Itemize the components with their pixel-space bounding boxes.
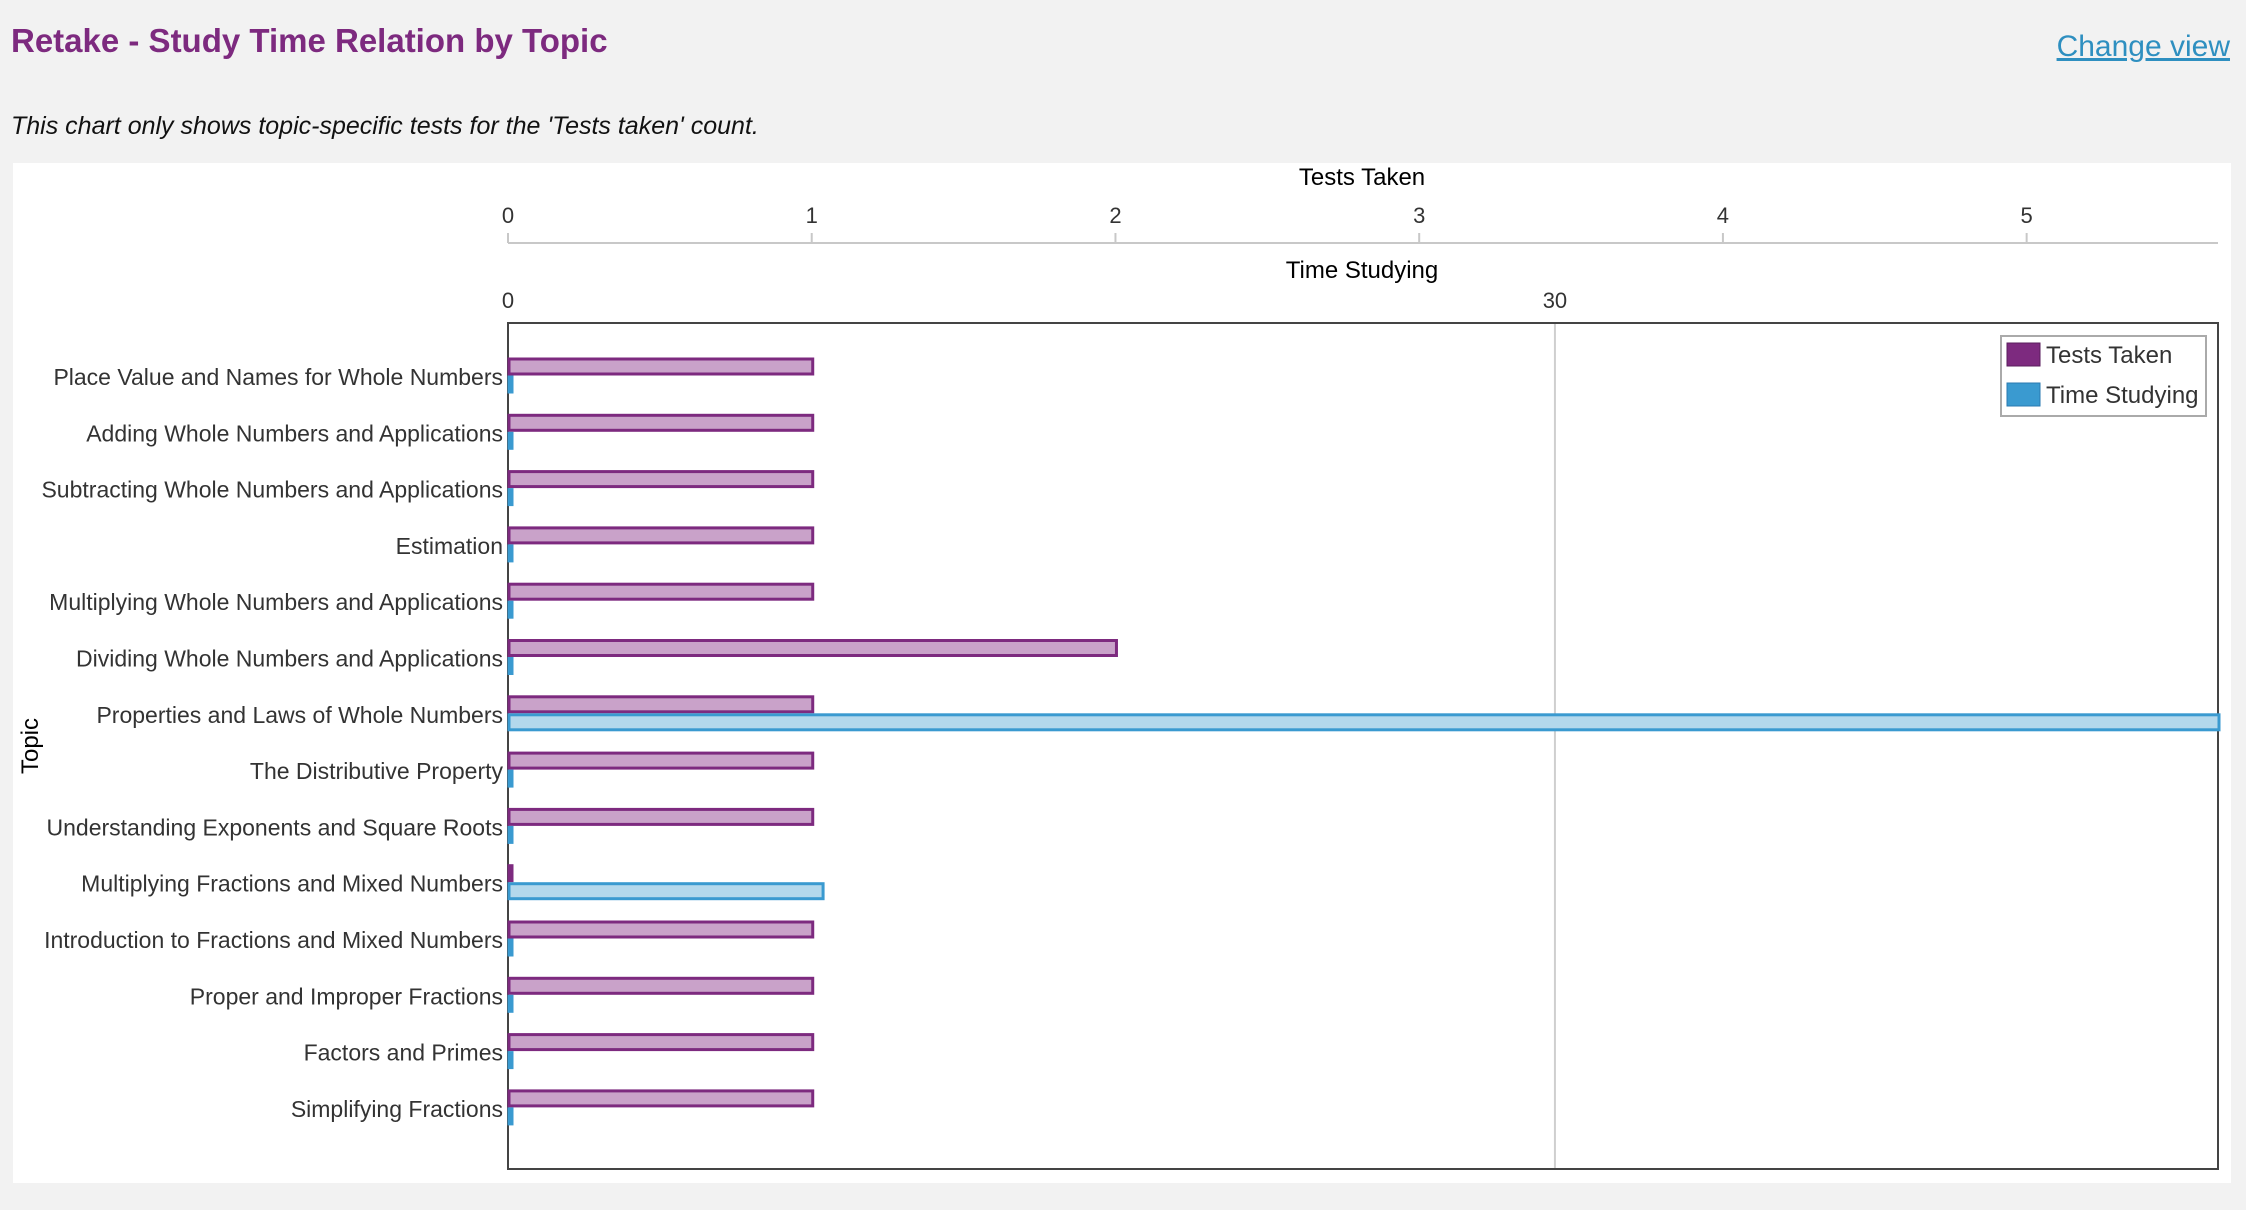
category-labels: Place Value and Names for Whole Numbers A…	[41, 364, 503, 1122]
bar-tests-taken	[507, 526, 815, 545]
bar-tests-taken	[507, 357, 815, 376]
bar-time-studying	[507, 657, 514, 675]
tests-tick-label: 0	[502, 203, 514, 228]
plot-area	[507, 322, 2219, 1170]
bar-tests-taken	[507, 1089, 815, 1108]
page-title: Retake - Study Time Relation by Topic	[11, 22, 608, 59]
bar-time-studying	[507, 882, 825, 901]
category-label: The Distributive Property	[250, 758, 504, 784]
bar-time-studying	[507, 544, 514, 563]
category-label: Dividing Whole Numbers and Applications	[76, 646, 503, 672]
bar-time-studying	[507, 938, 514, 957]
category-label: Multiplying Fractions and Mixed Numbers	[81, 871, 503, 897]
bar-tests-taken	[507, 639, 1118, 657]
bar-time-studying	[507, 769, 514, 788]
bar-tests-taken	[507, 864, 514, 883]
bar-tests-taken	[507, 582, 815, 601]
category-label: Adding Whole Numbers and Applications	[86, 420, 503, 446]
time-tick-label: 30	[1543, 288, 1567, 313]
bar-tests-taken	[507, 1033, 815, 1052]
category-label: Factors and Primes	[304, 1040, 503, 1066]
bar-tests-taken	[507, 751, 815, 770]
bar-time-studying	[507, 431, 514, 450]
study-time-chart: Tests Taken 0 1 2 3 4 5 Time Studying 0 30 Pla…	[17, 164, 2221, 1170]
category-label: Estimation	[396, 533, 503, 559]
bar-time-studying	[507, 1107, 514, 1126]
bar-tests-taken	[507, 695, 815, 714]
category-label: Multiplying Whole Numbers and Applicatio…	[49, 589, 503, 615]
tests-tick-label: 4	[1717, 203, 1729, 228]
legend-swatch-tests	[2006, 342, 2041, 367]
time-axis-title: Time Studying	[1286, 257, 1439, 284]
bar-time-studying	[507, 713, 2221, 732]
category-label: Simplifying Fractions	[291, 1096, 503, 1122]
legend-label-tests: Tests Taken	[2046, 342, 2172, 369]
time-axis-ticks: 0 30	[502, 288, 1567, 313]
tests-tick-label: 3	[1413, 203, 1425, 228]
legend: Tests Taken Time Studying	[2000, 335, 2207, 417]
tests-axis: Tests Taken 0 1 2 3 4 5	[502, 164, 2218, 244]
legend-label-time: Time Studying	[2046, 382, 2199, 409]
bar-tests-taken	[507, 413, 815, 432]
category-label: Understanding Exponents and Square Roots	[47, 814, 503, 840]
y-axis-title: Topic	[17, 718, 44, 774]
tests-tick-label: 1	[806, 203, 818, 228]
time-axis: Time Studying 0 30	[502, 257, 1567, 313]
bar-time-studying	[507, 600, 514, 619]
tests-axis-title: Tests Taken	[1299, 164, 1425, 191]
bar-time-studying	[507, 994, 514, 1013]
category-label: Introduction to Fractions and Mixed Numb…	[44, 927, 503, 953]
category-label: Place Value and Names for Whole Numbers	[53, 364, 503, 390]
bar-tests-taken	[507, 920, 815, 939]
bars	[507, 357, 2221, 1126]
bar-time-studying	[507, 1051, 514, 1070]
bar-tests-taken	[507, 807, 815, 826]
category-label: Properties and Laws of Whole Numbers	[96, 702, 503, 728]
tests-tick-label: 2	[1109, 203, 1121, 228]
bar-tests-taken	[507, 470, 815, 489]
tests-axis-ticks: 0 1 2 3 4 5	[502, 203, 2033, 243]
bar-time-studying	[507, 375, 514, 394]
tests-tick-label: 5	[2021, 203, 2033, 228]
bar-time-studying	[507, 825, 514, 844]
bar-time-studying	[507, 488, 514, 507]
change-view-link[interactable]: Change view	[2056, 30, 2230, 63]
category-label: Subtracting Whole Numbers and Applicatio…	[41, 477, 503, 503]
legend-swatch-time	[2006, 382, 2041, 407]
chart-panel: Tests Taken 0 1 2 3 4 5 Time Studying 0 30 Pla…	[13, 163, 2231, 1183]
category-label: Proper and Improper Fractions	[190, 983, 503, 1009]
time-tick-label: 0	[502, 288, 514, 313]
chart-note: This chart only shows topic-specific tes…	[11, 112, 759, 140]
bar-tests-taken	[507, 976, 815, 995]
